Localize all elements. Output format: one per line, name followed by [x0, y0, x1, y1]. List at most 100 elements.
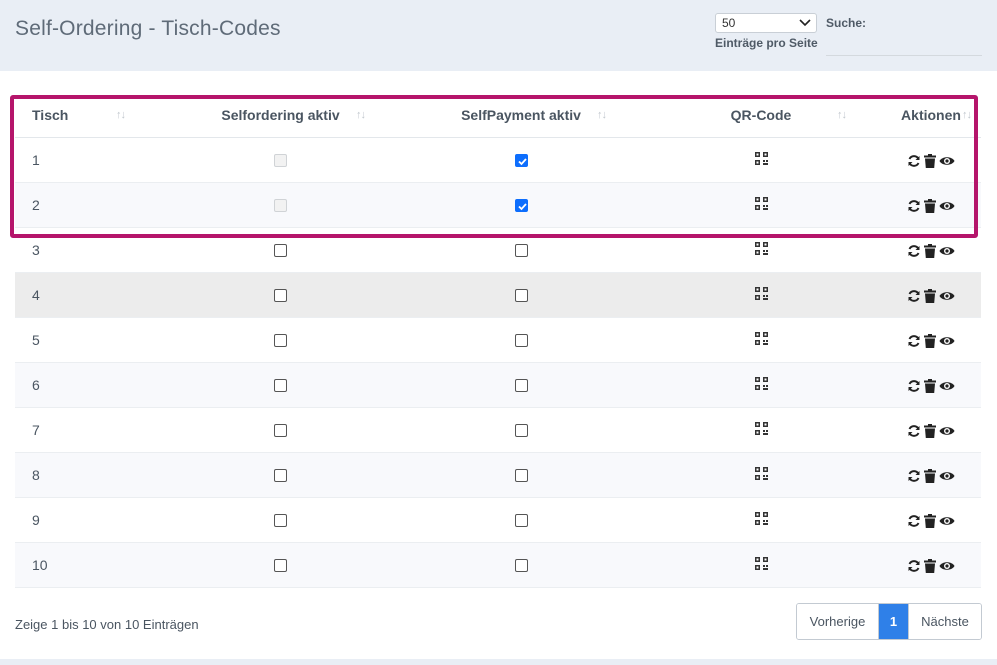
- refresh-icon[interactable]: [907, 334, 921, 348]
- cell-aktionen: [881, 407, 981, 453]
- refresh-icon[interactable]: [907, 289, 921, 303]
- selfpayment-checkbox[interactable]: [514, 379, 528, 393]
- qrcode-icon[interactable]: [754, 242, 768, 258]
- column-header-label: Tisch: [32, 107, 69, 124]
- sort-icon: ↑↓: [356, 109, 366, 121]
- selfordering-checkbox[interactable]: [274, 289, 287, 303]
- trash-icon[interactable]: [924, 423, 936, 438]
- selfpayment-checkbox[interactable]: [514, 469, 528, 483]
- qrcode-icon[interactable]: [754, 197, 768, 213]
- trash-icon[interactable]: [924, 198, 936, 213]
- refresh-icon[interactable]: [907, 244, 921, 258]
- sort-icon: ↑↓: [116, 109, 126, 121]
- trash-icon[interactable]: [924, 153, 936, 168]
- refresh-icon[interactable]: [907, 154, 921, 168]
- table-row: 4: [15, 272, 981, 318]
- cell-selfpayment: [401, 137, 641, 183]
- eye-icon[interactable]: [939, 470, 955, 482]
- search-input[interactable]: [826, 38, 982, 56]
- cell-qr-code: [641, 542, 881, 588]
- selfpayment-checkbox[interactable]: [514, 244, 528, 258]
- cell-selfpayment: [401, 182, 641, 228]
- qrcode-icon[interactable]: [754, 332, 768, 348]
- trash-icon[interactable]: [924, 558, 936, 573]
- search-label: Suche:: [826, 16, 867, 30]
- pagination: Vorherige 1 Nächste: [796, 603, 982, 640]
- cell-aktionen: [881, 227, 981, 273]
- eye-icon[interactable]: [939, 290, 955, 302]
- qrcode-icon[interactable]: [754, 377, 768, 393]
- cell-tisch: 1: [15, 137, 160, 183]
- selfordering-checkbox[interactable]: [274, 469, 287, 483]
- column-header-tisch[interactable]: Tisch ↑↓: [15, 94, 160, 138]
- eye-icon[interactable]: [939, 380, 955, 392]
- trash-icon[interactable]: [924, 333, 936, 348]
- qrcode-icon[interactable]: [754, 467, 768, 483]
- cell-tisch: 9: [15, 497, 160, 543]
- selfpayment-checkbox[interactable]: [514, 514, 528, 528]
- selfordering-checkbox[interactable]: [274, 379, 287, 393]
- refresh-icon[interactable]: [907, 379, 921, 393]
- trash-icon[interactable]: [924, 513, 936, 528]
- table-header-row: Tisch ↑↓ Selfordering aktiv ↑↓ SelfPayme…: [15, 94, 981, 138]
- refresh-icon[interactable]: [907, 559, 921, 573]
- cell-selfpayment: [401, 452, 641, 498]
- table-row: 2: [15, 182, 981, 228]
- selfpayment-checkbox[interactable]: [514, 289, 528, 303]
- eye-icon[interactable]: [939, 515, 955, 527]
- column-header-selfpayment[interactable]: SelfPayment aktiv ↑↓: [401, 94, 641, 138]
- column-header-aktionen[interactable]: Aktionen ↑↓: [881, 94, 981, 138]
- qrcode-icon[interactable]: [754, 512, 768, 528]
- eye-icon[interactable]: [939, 155, 955, 167]
- cell-selfpayment: [401, 272, 641, 318]
- column-header-label: QR-Code: [730, 107, 792, 124]
- table-row: 5: [15, 317, 981, 363]
- eye-icon[interactable]: [939, 200, 955, 212]
- next-page-button[interactable]: Nächste: [908, 604, 981, 639]
- refresh-icon[interactable]: [907, 469, 921, 483]
- current-page-button[interactable]: 1: [879, 604, 908, 639]
- trash-icon[interactable]: [924, 243, 936, 258]
- eye-icon[interactable]: [939, 560, 955, 572]
- selfordering-checkbox[interactable]: [274, 559, 287, 573]
- cell-qr-code: [641, 227, 881, 273]
- entries-per-page-select[interactable]: 50: [715, 13, 817, 33]
- qrcode-icon[interactable]: [754, 422, 768, 438]
- trash-icon[interactable]: [924, 288, 936, 303]
- table-row: 1: [15, 137, 981, 183]
- cell-aktionen: [881, 497, 981, 543]
- cell-aktionen: [881, 362, 981, 408]
- selfpayment-checkbox[interactable]: [514, 424, 528, 438]
- cell-aktionen: [881, 542, 981, 588]
- eye-icon[interactable]: [939, 425, 955, 437]
- selfordering-checkbox[interactable]: [274, 334, 287, 348]
- trash-icon[interactable]: [924, 468, 936, 483]
- selfordering-checkbox[interactable]: [274, 424, 287, 438]
- selfordering-checkbox: [274, 154, 287, 168]
- selfpayment-checkbox[interactable]: [514, 334, 528, 348]
- bottom-bar: [0, 659, 997, 665]
- refresh-icon[interactable]: [907, 199, 921, 213]
- column-header-qr-code[interactable]: QR-Code ↑↓: [641, 94, 881, 138]
- selfordering-checkbox[interactable]: [274, 244, 287, 258]
- cell-qr-code: [641, 137, 881, 183]
- cell-qr-code: [641, 497, 881, 543]
- trash-icon[interactable]: [924, 378, 936, 393]
- qrcode-icon[interactable]: [754, 557, 768, 573]
- cell-aktionen: [881, 182, 981, 228]
- column-header-selfordering[interactable]: Selfordering aktiv ↑↓: [160, 94, 401, 138]
- selfpayment-checkbox[interactable]: [514, 559, 528, 573]
- refresh-icon[interactable]: [907, 514, 921, 528]
- column-header-label: Aktionen: [901, 107, 961, 124]
- qrcode-icon[interactable]: [754, 287, 768, 303]
- qrcode-icon[interactable]: [754, 152, 768, 168]
- selfordering-checkbox[interactable]: [274, 514, 287, 528]
- eye-icon[interactable]: [939, 245, 955, 257]
- previous-page-button[interactable]: Vorherige: [797, 604, 879, 639]
- cell-aktionen: [881, 137, 981, 183]
- selfpayment-checkbox[interactable]: [514, 199, 528, 213]
- table-row: 3: [15, 227, 981, 273]
- eye-icon[interactable]: [939, 335, 955, 347]
- refresh-icon[interactable]: [907, 424, 921, 438]
- selfpayment-checkbox[interactable]: [514, 154, 528, 168]
